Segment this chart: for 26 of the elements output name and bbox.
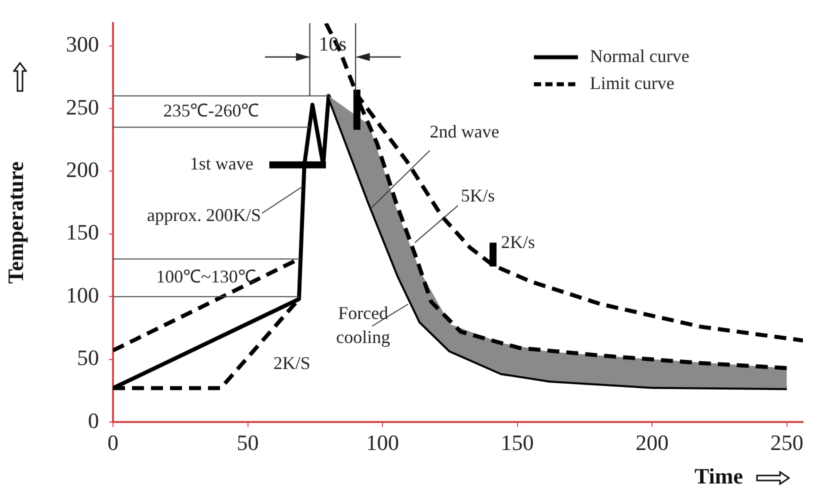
annotation: 2nd wave: [430, 121, 500, 142]
y-tick-label: 50: [77, 345, 99, 370]
x-tick-label: 250: [770, 430, 804, 455]
annotation: approx. 200K/S: [147, 204, 262, 225]
x-tick-label: 100: [366, 430, 400, 455]
y-axis-title: Temperature: [2, 161, 28, 284]
annotation: 5K/s: [460, 185, 495, 206]
x-axis-title: Time: [694, 464, 744, 489]
ref-line-label: 100℃~130℃: [156, 266, 256, 287]
annotation: 2K/s: [501, 232, 536, 252]
annotation: 2K/S: [273, 353, 310, 374]
y-tick-label: 250: [66, 94, 99, 120]
ref-line-label: 235℃-260℃: [163, 100, 260, 120]
y-tick-label: 300: [66, 32, 99, 57]
x-tick-label: 200: [636, 430, 669, 455]
y-tick-label: 0: [88, 408, 99, 433]
x-tick-label: 150: [500, 430, 534, 455]
x-tick-label: 50: [236, 430, 259, 455]
annotation: Forced cooling: [336, 302, 390, 347]
y-tick-label: 150: [66, 220, 99, 245]
x-tick-label: 0: [108, 430, 118, 455]
y-tick-label: 100: [66, 282, 99, 308]
legend-label: Limit curve: [590, 72, 674, 93]
annotation: 1st wave: [190, 154, 254, 174]
y-tick-label: 200: [66, 156, 99, 182]
legend-label: Normal curve: [590, 46, 690, 66]
